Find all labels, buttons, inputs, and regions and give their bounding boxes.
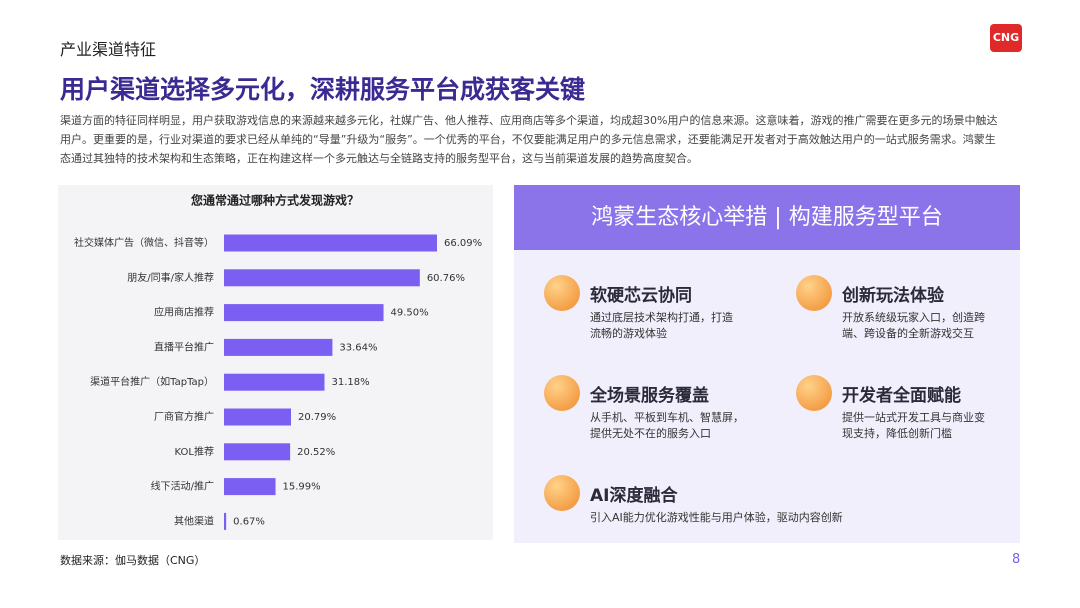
category-label: 社交媒体广告（微信、抖音等）: [74, 236, 214, 249]
desc-line: 提供一站式开发工具与商业变: [842, 411, 985, 424]
bar: [224, 408, 292, 426]
panel-title: 鸿蒙生态核心举措 | 构建服务型平台: [514, 185, 1020, 250]
item-title: 全场景服务覆盖: [590, 386, 709, 406]
item-desc: 引入AI能力优化游戏性能与用户体验，驱动内容创新: [590, 510, 843, 526]
item-title: 软硬芯云协同: [590, 286, 692, 306]
bar: [224, 304, 384, 322]
value-label: 60.76%: [427, 273, 465, 284]
item-icon: [796, 275, 832, 311]
value-label: 20.52%: [297, 447, 335, 458]
category-label: 朋友/同事/家人推荐: [127, 271, 214, 284]
value-label: 66.09%: [444, 238, 482, 249]
body-text: 渠道方面的特征同样明显，用户获取游戏信息的来源越来越多元化，社媒广告、他人推荐、…: [60, 111, 997, 168]
desc-line: 流畅的游戏体验: [590, 327, 667, 340]
desc-line: 引入AI能力优化游戏性能与用户体验，驱动内容创新: [590, 511, 843, 524]
category-label: 其他渠道: [174, 514, 214, 527]
body-line: 渠道方面的特征同样明显，用户获取游戏信息的来源越来越多元化，社媒广告、他人推荐、…: [60, 114, 998, 127]
item-title: 开发者全面赋能: [842, 386, 961, 406]
value-label: 0.67%: [233, 516, 265, 527]
category-label: 线下活动/推广: [151, 480, 214, 493]
value-label: 49.50%: [391, 308, 429, 319]
source-note: 数据来源：伽马数据（CNG）: [60, 554, 206, 567]
value-label: 31.18%: [331, 377, 369, 388]
bar: [224, 234, 437, 252]
item-desc: 通过底层技术架构打通，打造 流畅的游戏体验: [590, 310, 733, 342]
item-desc: 从手机、平板到车机、智慧屏， 提供无处不在的服务入口: [590, 410, 744, 442]
value-label: 33.64%: [339, 342, 377, 353]
chart-panel: 您通常通过哪种方式发现游戏？ 社交媒体广告（微信、抖音等） 66.09% 朋友/同事…: [58, 185, 493, 540]
category-label: 渠道平台推广（如TapTap）: [90, 375, 214, 388]
bar: [224, 338, 333, 356]
category-label: KOL推荐: [175, 445, 214, 458]
desc-line: 端、跨设备的全新游戏交互: [842, 327, 974, 340]
value-label: 15.99%: [283, 482, 321, 493]
item-desc: 提供一站式开发工具与商业变 现支持，降低创新门槛: [842, 410, 985, 442]
desc-line: 开放系统级玩家入口，创造跨: [842, 311, 985, 324]
category-label: 直播平台推广: [154, 340, 214, 353]
page-title: 用户渠道选择多元化，深耕服务平台成获客关键: [60, 75, 586, 104]
section-label: 产业渠道特征: [60, 40, 157, 59]
logo: CNG: [990, 24, 1022, 52]
bar: [224, 269, 420, 287]
item-title: 创新玩法体验: [842, 286, 944, 306]
desc-line: 通过底层技术架构打通，打造: [590, 311, 733, 324]
category-label: 应用商店推荐: [154, 306, 214, 319]
body-line: 态通过其独特的技术架构和生态策略，正在构建这样一个多元触达与全链路支持的服务型平…: [60, 152, 698, 165]
item-icon: [544, 475, 580, 511]
desc-line: 提供无处不在的服务入口: [590, 427, 711, 440]
bar: [224, 443, 291, 461]
desc-line: 现支持，降低创新门槛: [842, 427, 952, 440]
item-title: AI深度融合: [590, 486, 678, 506]
page-number: 8: [1012, 552, 1021, 567]
chart-title: 您通常通过哪种方式发现游戏？: [191, 193, 359, 208]
desc-line: 从手机、平板到车机、智慧屏，: [590, 411, 744, 424]
bar: [224, 373, 325, 391]
chart: 您通常通过哪种方式发现游戏？ 社交媒体广告（微信、抖音等） 66.09% 朋友/同事…: [74, 193, 482, 530]
item-icon: [796, 375, 832, 411]
category-label: 厂商官方推广: [154, 410, 214, 423]
value-label: 20.79%: [298, 412, 336, 423]
item-desc: 开放系统级玩家入口，创造跨 端、跨设备的全新游戏交互: [842, 310, 985, 342]
body-line: 用户。更重要的是，行业对渠道的要求已经从单纯的“导量”升级为“服务”。一个优秀的…: [60, 133, 996, 146]
item-icon: [544, 375, 580, 411]
bar: [224, 512, 227, 530]
item-icon: [544, 275, 580, 311]
bar: [224, 478, 276, 496]
